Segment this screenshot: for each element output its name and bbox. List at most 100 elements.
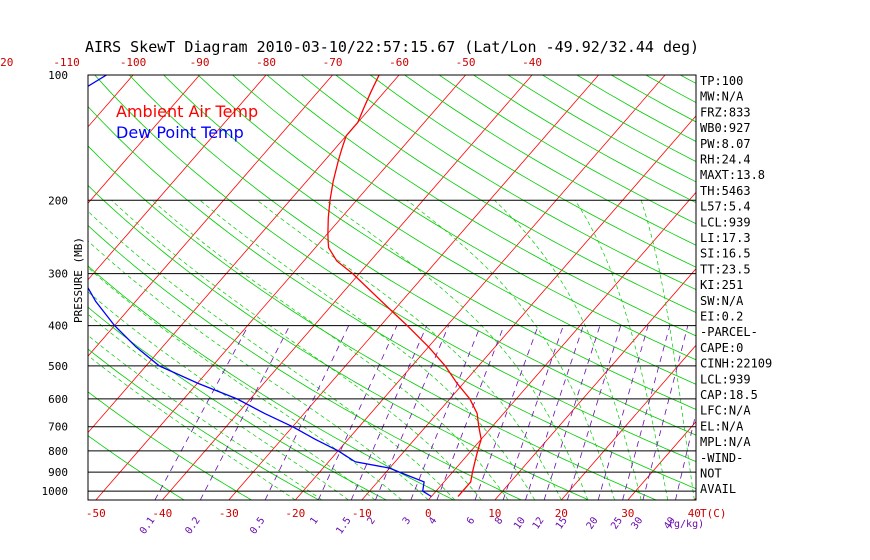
stability-index-item: SI:16.5 <box>700 247 751 261</box>
isotherm-line <box>88 75 400 434</box>
stability-index-item: -WIND- <box>700 451 743 465</box>
isotherm-line <box>761 75 870 500</box>
temperature-tick-label: 40 <box>688 507 701 520</box>
top-temperature-tick-labels: -120 -110 -100 -90 -80 -70 -60 -50 -40 <box>0 56 542 69</box>
stability-index-item: TP:100 <box>700 74 743 88</box>
dry-adiabat-line <box>88 184 589 500</box>
temperature-tick-label: -50 <box>86 507 106 520</box>
temperature-tick-label: -50 <box>456 56 476 69</box>
dry-adiabat-line <box>749 75 870 500</box>
pressure-tick-label: 600 <box>48 393 68 406</box>
mixing-ratio-line <box>543 325 601 500</box>
stability-index-item: -PARCEL- <box>700 325 758 339</box>
moist-adiabat-line <box>406 200 615 500</box>
pressure-tick-label: 300 <box>48 268 68 281</box>
dry-adiabat-line <box>818 75 870 500</box>
stability-index-item: SW:N/A <box>700 294 744 308</box>
dry-adiabat-line <box>88 391 252 500</box>
dry-adiabat-line <box>88 105 696 490</box>
isotherm-line <box>494 268 696 500</box>
temperature-tick-label: 30 <box>621 507 634 520</box>
pressure-tick-labels: 100 200 300 400 500 600 700 800 900 1000 <box>42 69 69 498</box>
series-line <box>327 75 482 497</box>
mixing-ratio-tick-label: 12 <box>531 515 547 531</box>
dry-adiabat-line <box>335 75 696 291</box>
background-lines <box>0 75 870 500</box>
stability-index-item: PW:8.07 <box>700 137 751 151</box>
mixing-ratio-tick-label: 0.5 <box>248 515 267 536</box>
dry-adiabat-line <box>301 75 696 313</box>
mixing-ratio-line <box>375 325 449 500</box>
dry-adiabat-line <box>163 75 696 410</box>
moist-adiabat-line <box>640 200 695 500</box>
stability-index-item: KI:251 <box>700 278 743 292</box>
temperature-tick-label: -60 <box>389 56 409 69</box>
dry-adiabat-line <box>473 75 696 204</box>
temperature-tick-label: -70 <box>323 56 343 69</box>
isotherm-line <box>228 75 599 500</box>
legend: Ambient Air Temp Dew Point Temp <box>116 102 258 142</box>
dry-adiabat-line <box>88 435 185 500</box>
y-axis-label: PRESSURE (MB) <box>72 237 85 323</box>
mixing-ratio-tick-label: 6 <box>465 515 477 526</box>
isotherm-line <box>428 191 696 500</box>
mixing-ratio-tick-label: 2 <box>365 515 377 526</box>
dry-adiabat-line <box>266 75 696 337</box>
temperature-tick-label: -110 <box>53 56 80 69</box>
temperature-tick-label: -100 <box>120 56 147 69</box>
isotherm-line <box>561 344 696 500</box>
stability-index-item: LFC:N/A <box>700 404 751 418</box>
stability-index-item: CAPE:0 <box>700 341 743 355</box>
mixing-ratio-line <box>567 325 622 500</box>
isotherm-line <box>0 75 67 500</box>
stability-index-item: LCL:939 <box>700 372 751 386</box>
isotherm-line <box>162 75 533 500</box>
stability-index-item: EL:N/A <box>700 419 744 433</box>
mixing-ratio-tick-label: 1 <box>308 515 320 526</box>
isotherm-line <box>627 421 696 500</box>
stability-index-item: LCL:939 <box>700 215 751 229</box>
mixing-ratio-tick-label: 8 <box>493 515 505 526</box>
dry-adiabat-line <box>128 75 696 436</box>
mixing-ratio-line <box>474 325 539 500</box>
pressure-tick-label: 500 <box>48 360 68 373</box>
stability-index-item: AVAIL <box>700 482 736 496</box>
mixing-ratio-unit: (g/kg) <box>668 519 704 530</box>
legend-entry: Dew Point Temp <box>116 123 244 142</box>
temperature-tick-label: -30 <box>219 507 239 520</box>
temperature-tick-label: -20 <box>285 507 305 520</box>
temperature-tick-label: -80 <box>256 56 276 69</box>
stability-index-item: RH:24.4 <box>700 153 751 167</box>
dry-adiabat-line <box>232 75 696 361</box>
isotherm-line <box>88 75 267 281</box>
mixing-ratio-line <box>410 325 481 500</box>
temperature-tick-label: 10 <box>488 507 501 520</box>
dry-adiabat-line <box>88 145 657 500</box>
stability-index-item: MPL:N/A <box>700 435 751 449</box>
stability-index-item: WB0:927 <box>700 121 751 135</box>
pressure-tick-label: 400 <box>48 320 68 333</box>
mixing-ratio-line <box>317 325 398 500</box>
mixing-ratio-tick-label: 10 <box>512 515 528 531</box>
stability-index-item: TT:23.5 <box>700 262 751 276</box>
bottom-temperature-tick-labels: -50 -40 -30 -20 -10 0 10 20 30 40 T(C) <box>86 507 727 520</box>
dry-adiabat-line <box>370 75 696 268</box>
stability-index-item: LI:17.3 <box>700 231 751 245</box>
isotherm-line <box>827 75 870 500</box>
moist-adiabat-line <box>88 313 349 500</box>
chart-title: AIRS SkewT Diagram 2010-03-10/22:57:15.6… <box>85 38 699 56</box>
stability-index-item: L57:5.4 <box>700 200 751 214</box>
pressure-tick-label: 700 <box>48 421 68 434</box>
mixing-ratio-line <box>264 325 350 500</box>
isotherm-line <box>88 75 333 357</box>
dry-adiabat-line <box>88 306 387 500</box>
temperature-tick-label: -40 <box>152 507 172 520</box>
moist-adiabat-line <box>88 210 456 500</box>
legend-entry: Ambient Air Temp <box>116 102 258 121</box>
moist-adiabat-line <box>199 200 536 500</box>
pressure-tick-label: 100 <box>48 69 68 82</box>
plot-frame <box>87 74 697 501</box>
mixing-ratio-tick-label: 1.5 <box>334 515 353 536</box>
temperature-tick-label: 0 <box>425 507 432 520</box>
